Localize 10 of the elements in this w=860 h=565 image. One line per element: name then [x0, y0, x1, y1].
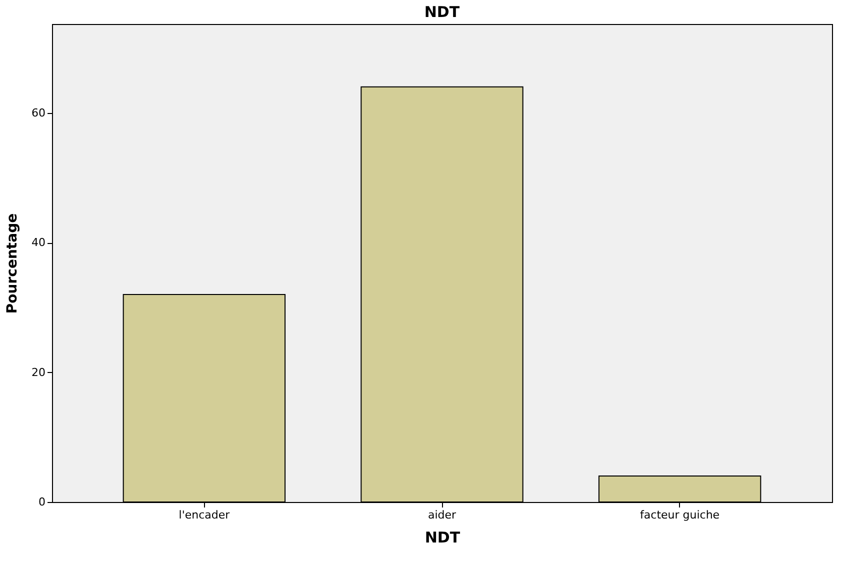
x-tick-label: facteur guiche	[640, 508, 720, 522]
x-tick-label: l'encader	[178, 508, 230, 522]
y-tick-label: 20	[32, 366, 46, 379]
y-tick-label: 0	[38, 496, 46, 508]
x-axis-title: NDT	[424, 528, 461, 546]
y-tick-label: 40	[32, 236, 46, 250]
chart-title: NDT	[424, 3, 460, 21]
y-axis-title: Pourcentage	[4, 213, 21, 314]
x-tick-label: aider	[428, 508, 457, 522]
y-tick-label: 60	[32, 106, 46, 120]
